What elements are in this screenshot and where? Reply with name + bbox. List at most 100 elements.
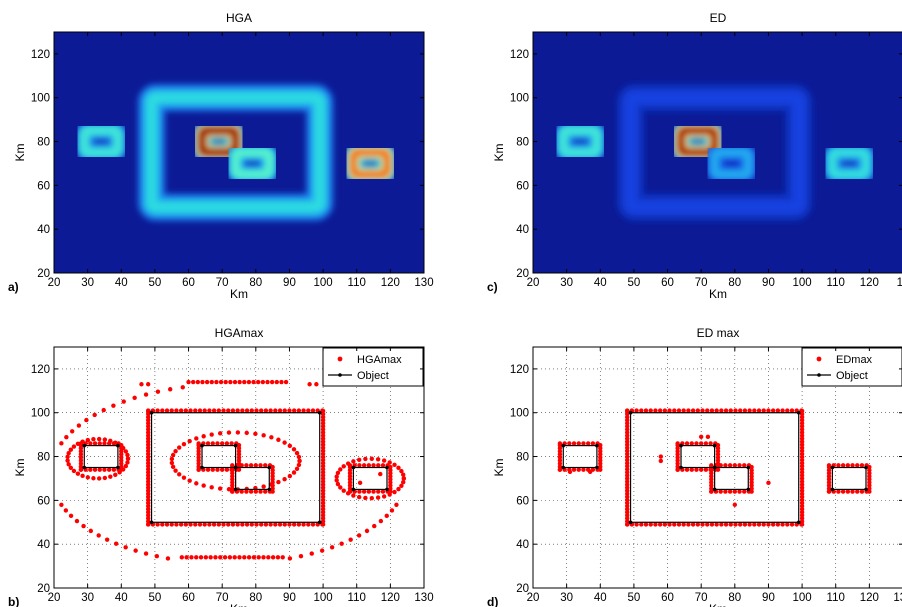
- data-point: [296, 462, 302, 468]
- data-point: [799, 494, 805, 500]
- x-tick-label: 130: [893, 592, 902, 604]
- data-point: [338, 467, 343, 472]
- data-point: [282, 522, 287, 527]
- data-point: [624, 482, 630, 487]
- data-point: [347, 480, 353, 485]
- data-point: [274, 379, 280, 385]
- data-point: [244, 463, 249, 468]
- data-point: [567, 441, 572, 446]
- data-point: [799, 433, 805, 438]
- data-point: [799, 445, 805, 450]
- heatmap-feature: [343, 142, 397, 184]
- y-tick-label: 40: [516, 539, 529, 551]
- data-point: [785, 522, 790, 527]
- data-point: [145, 421, 151, 426]
- data-point: [361, 463, 367, 468]
- data-point: [826, 474, 832, 479]
- data-point: [123, 463, 129, 469]
- data-point: [119, 452, 124, 457]
- y-tick-label: 120: [510, 49, 529, 61]
- data-point: [307, 382, 312, 387]
- data-point: [123, 545, 128, 550]
- data-point: [63, 508, 69, 513]
- data-point: [705, 434, 711, 440]
- object-outline: [562, 444, 598, 469]
- x-tick-label: 90: [762, 277, 775, 289]
- panel-a: 20 30 40 50 60 70 80 90 100 110 120 130 20 40 60 80 100 1…: [8, 11, 434, 301]
- data-point: [576, 441, 581, 446]
- data-point: [557, 442, 563, 448]
- data-point: [261, 433, 266, 438]
- data-point: [826, 480, 832, 485]
- legend-marker: [338, 373, 342, 377]
- object-outline: [201, 444, 237, 469]
- data-point: [366, 463, 372, 468]
- data-point: [78, 455, 84, 460]
- object-vertex: [82, 465, 87, 470]
- data-point: [826, 489, 832, 494]
- data-point: [133, 548, 138, 553]
- data-point: [275, 555, 281, 560]
- object-outline: [714, 466, 749, 491]
- data-point: [242, 555, 247, 560]
- data-point: [111, 467, 117, 472]
- data-point: [91, 476, 96, 481]
- object-vertex: [82, 443, 87, 448]
- data-point: [329, 545, 335, 550]
- data-point: [76, 423, 82, 428]
- data-point: [859, 489, 865, 494]
- data-point: [388, 474, 393, 479]
- data-point: [181, 441, 187, 447]
- data-point: [102, 437, 108, 442]
- data-point: [347, 467, 353, 473]
- data-point: [624, 479, 630, 484]
- data-point: [230, 470, 235, 476]
- data-point: [389, 508, 395, 513]
- data-point: [104, 537, 110, 542]
- data-point: [224, 467, 230, 472]
- data-point: [244, 408, 250, 413]
- data-point: [709, 522, 715, 527]
- y-tick-label: 100: [31, 93, 50, 105]
- data-point: [698, 441, 704, 446]
- data-point: [585, 441, 591, 446]
- data-point: [236, 446, 242, 451]
- data-point: [276, 437, 281, 442]
- data-point: [388, 467, 393, 473]
- y-tick-label: 100: [510, 408, 529, 420]
- data-point: [196, 461, 201, 466]
- x-tick-label: 30: [560, 277, 573, 289]
- data-point: [356, 494, 362, 500]
- data-point: [210, 441, 215, 446]
- data-point: [216, 408, 222, 413]
- data-point: [567, 469, 573, 475]
- data-point: [694, 467, 699, 472]
- object-vertex: [116, 465, 120, 470]
- data-point: [320, 506, 326, 512]
- data-point: [145, 488, 151, 493]
- data-point: [749, 464, 754, 470]
- data-point: [738, 522, 743, 527]
- data-point: [230, 408, 236, 413]
- data-point: [799, 500, 805, 506]
- data-point: [388, 486, 393, 491]
- data-point: [320, 442, 326, 447]
- x-axis-label: Km: [230, 287, 248, 301]
- data-point: [145, 442, 151, 447]
- data-point: [145, 451, 151, 457]
- data-point: [770, 522, 776, 527]
- object-vertex: [233, 443, 238, 448]
- data-point: [193, 408, 198, 413]
- data-point: [320, 417, 326, 423]
- data-point: [196, 452, 201, 457]
- data-point: [75, 441, 81, 447]
- data-point: [244, 522, 250, 527]
- data-point: [388, 464, 393, 470]
- object-vertex: [830, 487, 835, 492]
- data-point: [253, 431, 258, 437]
- data-point: [698, 467, 704, 472]
- data-point: [102, 475, 108, 481]
- data-point: [320, 463, 326, 469]
- data-point: [380, 463, 386, 468]
- heatmap-feature: [822, 142, 876, 184]
